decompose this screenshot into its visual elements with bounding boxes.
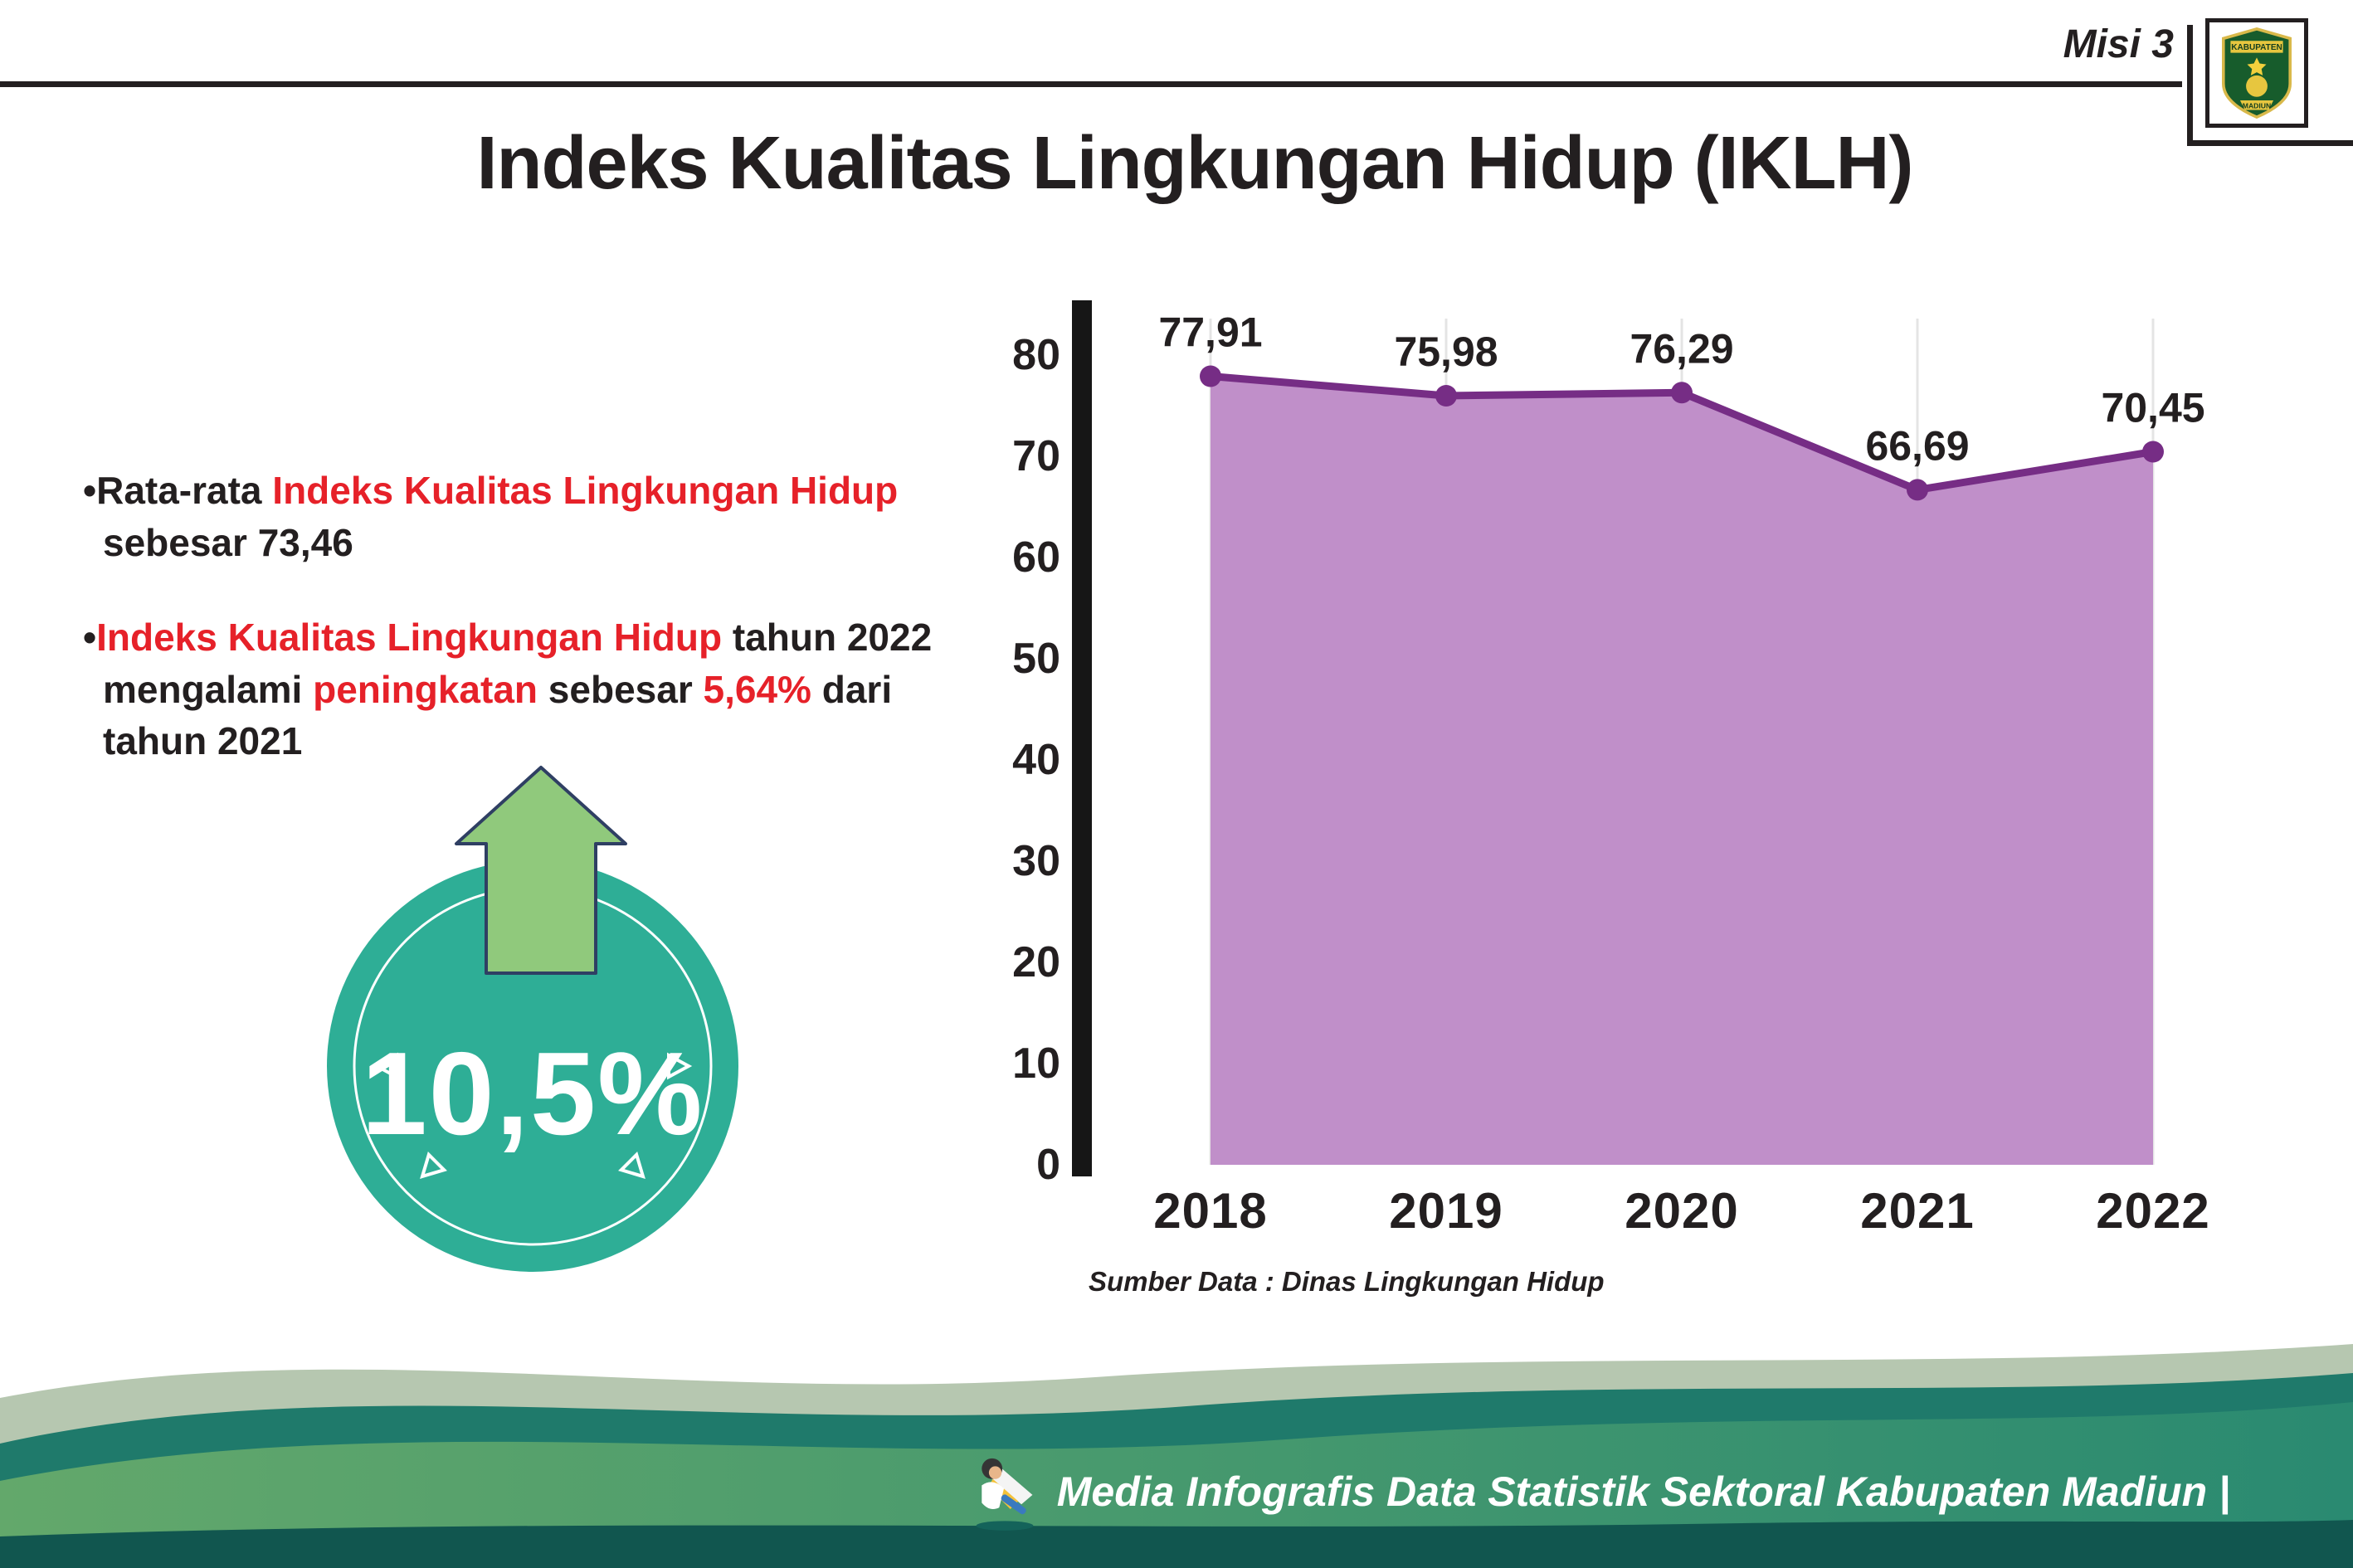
data-point-2022 (2142, 441, 2164, 463)
y-tick-80: 80 (1012, 331, 1060, 379)
page-title: Indeks Kualitas Lingkungan Hidup (IKLH) (476, 122, 1913, 205)
footer-waves (0, 1344, 2353, 1568)
x-label-2019: 2019 (1389, 1183, 1503, 1239)
increase-badge: 10,5% (327, 860, 738, 1272)
key-points: •Rata-rata Indeks Kualitas Lingkungan Hi… (83, 465, 987, 767)
value-label-2019: 75,98 (1394, 329, 1498, 375)
coat-of-arms-icon: KABUPATEN MADIUN (2222, 27, 2292, 119)
logo-corner-frame (2187, 25, 2353, 146)
data-point-2020 (1671, 382, 1693, 404)
x-label-2020: 2020 (1625, 1183, 1738, 1239)
footer-caption: Media Infografis Data Statistik Sektoral… (969, 1452, 2230, 1531)
area-chart-canvas: 0 10 20 30 40 50 60 70 80 2018 2019 2020 2021 2022 77,… (1012, 300, 2209, 1239)
y-tick-30: 30 (1012, 837, 1060, 885)
logo-text-bottom: MADIUN (2243, 101, 2271, 110)
value-label-2018: 77,91 (1158, 309, 1262, 355)
iklh-area-chart: 0 10 20 30 40 50 60 70 80 2018 2019 2020 2021 2022 77,… (996, 299, 2273, 1261)
logo-text-top: KABUPATEN (2231, 43, 2282, 52)
increase-percentage: 10,5% (361, 1028, 704, 1160)
data-point-2019 (1435, 385, 1457, 407)
misi-label: Misi 3 (2063, 22, 2174, 66)
kabupaten-madiun-logo: KABUPATEN MADIUN (2205, 18, 2308, 128)
mascot-icon (976, 1458, 1034, 1531)
y-tick-20: 20 (1012, 938, 1060, 986)
wave-dark-strip (0, 1520, 2353, 1568)
up-arrow-icon (455, 766, 627, 975)
x-label-2022: 2022 (2096, 1183, 2209, 1239)
value-label-2020: 76,29 (1630, 325, 1733, 372)
y-tick-60: 60 (1012, 533, 1060, 582)
footer-caption-text: Media Infografis Data Statistik Sektoral… (1056, 1468, 2230, 1515)
value-label-2021: 66,69 (1865, 422, 1969, 469)
bullet-average-iklh: •Rata-rata Indeks Kualitas Lingkungan Hi… (83, 469, 899, 564)
y-tick-0: 0 (1036, 1141, 1060, 1189)
value-label-2022: 70,45 (2101, 385, 2204, 431)
x-label-2018: 2018 (1153, 1183, 1267, 1239)
y-tick-70: 70 (1012, 432, 1060, 480)
area-fill (1211, 376, 2153, 1165)
y-axis (1072, 300, 1092, 1176)
header-rule (0, 81, 2182, 87)
data-point-2021 (1907, 479, 1928, 501)
x-label-2021: 2021 (1860, 1183, 1974, 1239)
data-point-2018 (1200, 365, 1221, 387)
y-tick-10: 10 (1012, 1040, 1060, 1088)
bullet-increase-2022: •Indeks Kualitas Lingkungan Hidup tahun … (83, 616, 933, 763)
y-tick-40: 40 (1012, 736, 1060, 784)
y-tick-50: 50 (1012, 635, 1060, 683)
chart-source: Sumber Data : Dinas Lingkungan Hidup (1089, 1266, 1605, 1297)
